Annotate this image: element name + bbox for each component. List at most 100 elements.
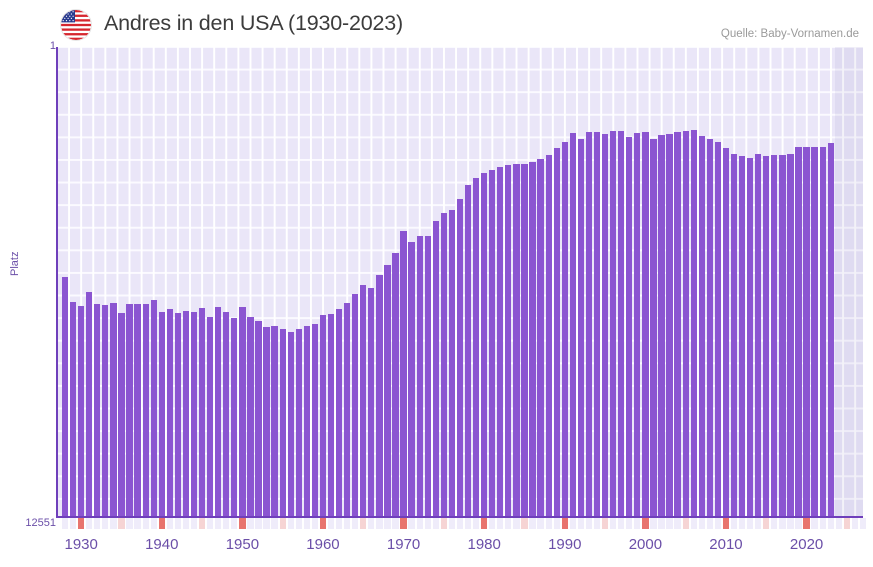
bar <box>118 313 125 516</box>
x-tick-mark <box>247 518 254 529</box>
x-axis-tick-label: 1980 <box>467 536 501 553</box>
x-axis-labels: 1930 1940 1950 1960 1970 1980 1990 2000 2010 2020 <box>0 536 873 562</box>
x-axis-tick-label: 2000 <box>628 536 663 553</box>
x-tick-mark <box>859 518 867 529</box>
x-tick-mark <box>303 518 310 529</box>
x-tick-mark <box>811 518 818 529</box>
x-tick-mark <box>626 518 633 529</box>
x-tick-mark <box>376 518 383 529</box>
bar-series <box>57 47 863 516</box>
bar <box>408 242 415 516</box>
bar <box>577 139 585 516</box>
x-tick-mark <box>368 518 375 529</box>
bar <box>368 288 375 516</box>
bar <box>795 147 802 516</box>
x-tick-mark <box>182 518 190 529</box>
x-tick-mark <box>634 518 641 529</box>
bar <box>505 165 512 516</box>
x-tick-mark <box>537 518 544 529</box>
x-tick-mark <box>271 518 278 529</box>
bar <box>440 212 448 516</box>
x-axis-line <box>56 516 863 518</box>
x-tick-mark <box>472 518 480 529</box>
x-tick-mark <box>319 518 327 529</box>
x-tick-mark <box>545 518 552 529</box>
x-tick-mark <box>448 518 456 529</box>
bar <box>142 304 149 516</box>
x-tick-mark <box>134 518 141 529</box>
bar <box>182 310 190 516</box>
x-tick-mark <box>682 518 689 529</box>
bar <box>561 141 568 516</box>
bar <box>714 141 722 516</box>
bar <box>642 132 649 516</box>
x-tick-mark <box>464 518 472 529</box>
x-tick-mark <box>609 518 617 529</box>
x-tick-mark <box>198 518 206 529</box>
x-tick-mark <box>851 518 859 529</box>
bar <box>618 131 625 516</box>
x-tick-mark <box>190 518 198 529</box>
x-tick-mark <box>239 518 246 529</box>
x-tick-mark <box>408 518 415 529</box>
bar <box>738 156 746 516</box>
x-tick-mark <box>335 518 343 529</box>
x-tick-mark <box>110 518 117 529</box>
bar <box>722 147 730 516</box>
x-tick-mark <box>658 518 665 529</box>
bar <box>215 306 222 516</box>
x-tick-mark <box>166 518 173 529</box>
bar <box>545 155 552 516</box>
x-tick-mark <box>279 518 286 529</box>
bar <box>674 131 681 516</box>
x-tick-mark <box>722 518 730 529</box>
bar <box>198 308 206 516</box>
bar <box>287 331 294 516</box>
y-axis-title: Platz <box>9 251 21 276</box>
x-tick-mark <box>505 518 512 529</box>
x-tick-mark <box>489 518 496 529</box>
bar <box>553 147 560 516</box>
x-tick-mark <box>440 518 448 529</box>
bar <box>134 304 141 516</box>
bar <box>61 277 69 516</box>
bar <box>327 313 335 516</box>
x-tick-mark <box>118 518 125 529</box>
x-tick-mark <box>569 518 576 529</box>
x-tick-mark <box>158 518 165 529</box>
bar <box>360 285 367 516</box>
x-tick-mark <box>650 518 657 529</box>
bar <box>698 135 705 516</box>
bar <box>609 130 617 516</box>
bar <box>650 138 657 516</box>
x-tick-mark <box>843 518 851 529</box>
x-tick-mark <box>384 518 391 529</box>
x-tick-mark <box>327 518 335 529</box>
x-tick-mark <box>231 518 238 529</box>
x-tick-mark <box>513 518 520 529</box>
bar <box>384 265 391 516</box>
bar <box>456 199 464 516</box>
bar <box>779 155 786 516</box>
bar <box>319 314 327 516</box>
bar <box>585 131 593 516</box>
x-tick-mark <box>593 518 601 529</box>
bar <box>86 292 93 516</box>
x-tick-mark <box>94 518 101 529</box>
y-axis-tick-bottom: 12551 <box>25 517 56 529</box>
x-tick-mark <box>738 518 746 529</box>
bar <box>537 159 544 516</box>
x-tick-mark <box>529 518 536 529</box>
x-tick-mark <box>174 518 182 529</box>
bar <box>69 302 77 516</box>
bar <box>344 303 351 516</box>
bar <box>311 323 319 516</box>
x-tick-mark <box>69 518 77 529</box>
bar <box>569 132 576 516</box>
x-axis-tick-label: 1990 <box>548 536 582 553</box>
bar <box>706 138 713 516</box>
bar <box>448 210 456 516</box>
x-tick-mark <box>747 518 754 529</box>
x-tick-mark <box>835 518 842 529</box>
bar <box>247 317 254 516</box>
